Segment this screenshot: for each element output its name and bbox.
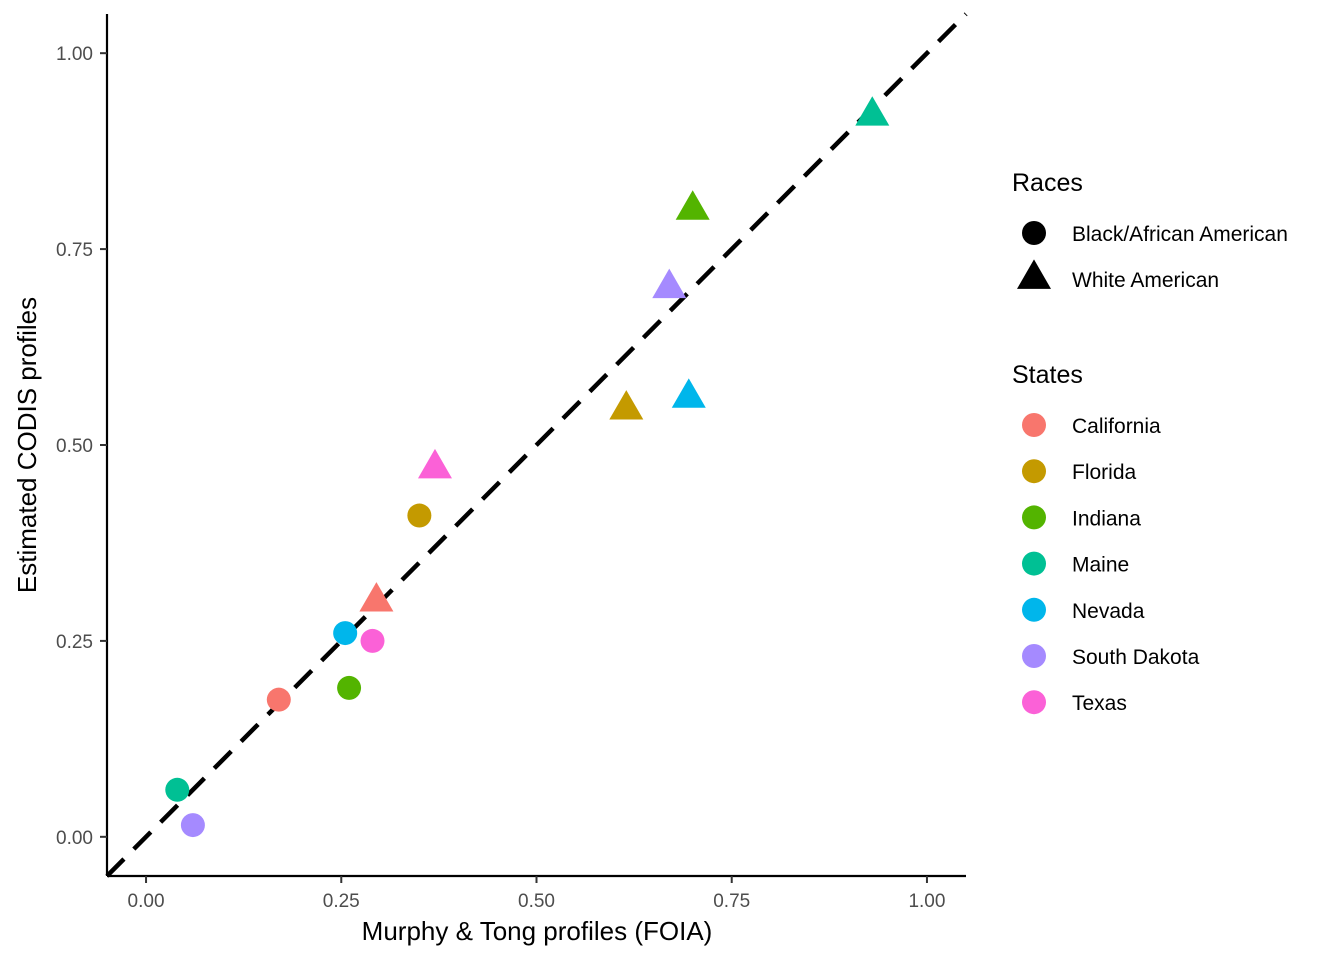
point-nevada-white: [671, 378, 706, 408]
legend-race-key-circle: [1022, 221, 1046, 245]
legend-race-label: White American: [1072, 269, 1219, 292]
legend-races-title: Races: [1012, 169, 1083, 197]
legend-states-title: States: [1012, 361, 1083, 389]
point-florida-black: [407, 503, 432, 528]
legend-state-label: Indiana: [1072, 507, 1141, 530]
point-texas-black: [360, 628, 385, 653]
legend-state-key: [1022, 413, 1046, 437]
axes: 0.00 0.25 0.50 0.75 1.00 0.00 0.25 0.50 0.75 1.00: [56, 14, 966, 912]
legend-state-key: [1022, 644, 1046, 668]
x-axis-title: Murphy & Tong profiles (FOIA): [362, 916, 713, 946]
legend-state-key: [1022, 551, 1046, 576]
x-tick-label: 1.00: [908, 891, 945, 912]
x-tick-label: 0.00: [128, 891, 165, 912]
legend-state-label: Texas: [1072, 692, 1127, 715]
legend-races: Races Black/African American White Americ…: [1012, 169, 1288, 292]
legend-race-label: Black/African American: [1072, 223, 1288, 246]
data-points: [165, 96, 890, 838]
point-south-dakota-white: [652, 268, 687, 299]
point-florida-white: [609, 390, 644, 420]
y-tick-label: 0.25: [56, 632, 93, 653]
legend-states: States California Florida Indiana Maine Neva…: [1012, 361, 1200, 715]
x-tick-label: 0.25: [323, 891, 360, 912]
legend-state-key: [1022, 597, 1046, 622]
reference-line-layer: [105, 12, 968, 878]
x-tick-label: 0.75: [713, 891, 750, 912]
legend-race-key-triangle: [1017, 259, 1051, 289]
point-maine-black: [165, 777, 190, 802]
point-texas-white: [417, 448, 452, 479]
legend-state-label: Nevada: [1072, 600, 1145, 623]
legend-state-key: [1022, 690, 1046, 715]
legend-state-label: Florida: [1072, 461, 1137, 484]
y-tick-label: 0.50: [56, 436, 93, 457]
y-tick-label: 0.75: [56, 240, 93, 261]
x-tick-label: 0.50: [518, 891, 555, 912]
legend-state-label: Maine: [1072, 554, 1129, 577]
y-axis-title: Estimated CODIS profiles: [12, 297, 42, 593]
point-nevada-black: [333, 621, 358, 646]
y-tick-label: 1.00: [56, 44, 93, 65]
legend-state-key: [1022, 459, 1046, 484]
point-indiana-black: [337, 675, 362, 700]
legend-state-label: California: [1072, 415, 1161, 438]
point-south-dakota-black: [180, 813, 205, 838]
reference-line: [105, 12, 968, 878]
point-california-white: [359, 582, 394, 612]
point-california-black: [266, 687, 291, 712]
point-maine-white: [855, 96, 890, 126]
legend-state-label: South Dakota: [1072, 646, 1200, 669]
legend-state-key: [1022, 505, 1046, 530]
point-indiana-white: [675, 190, 710, 220]
y-tick-label: 0.00: [56, 828, 93, 849]
